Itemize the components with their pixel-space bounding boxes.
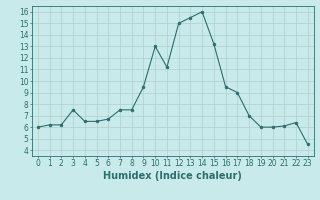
X-axis label: Humidex (Indice chaleur): Humidex (Indice chaleur) [103,171,242,181]
